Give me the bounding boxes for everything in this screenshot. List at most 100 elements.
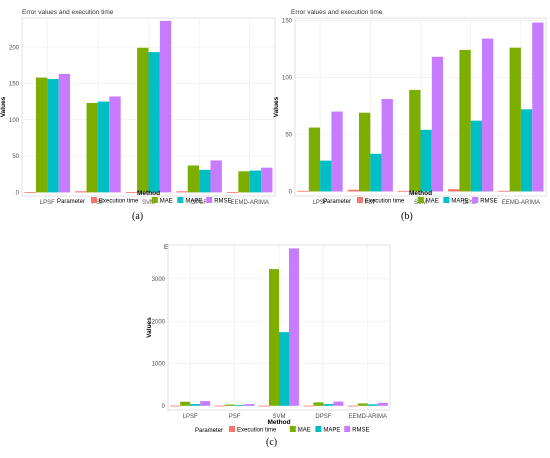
y-axis-label: Values — [273, 96, 280, 117]
y-tick-label: 150 — [282, 18, 293, 24]
bar-mae — [180, 401, 191, 406]
legend-swatch-mae — [151, 197, 158, 203]
caption-b: (b) — [401, 211, 413, 222]
bar-mae — [509, 47, 521, 192]
bar-execution-time — [297, 190, 309, 192]
y-tick-label: 50 — [285, 133, 292, 139]
legend-swatch-mae — [417, 197, 424, 203]
y-tick-label: 100 — [282, 76, 293, 82]
x-axis-label: Method — [409, 190, 432, 197]
bar-mape — [370, 153, 382, 192]
legend-label: MAE — [298, 428, 311, 434]
legend-title: Parameter — [57, 199, 85, 205]
x-tick-label: DPSF — [315, 414, 331, 420]
bar-mae — [224, 404, 235, 406]
bar-rmse — [288, 248, 299, 406]
chart-a: Error values and execution time 0 50 100 150… — [0, 9, 276, 206]
y-tick-label: 3000 — [152, 277, 166, 283]
caption-a: (a) — [132, 211, 144, 222]
y-tick-label: 150 — [9, 82, 20, 88]
bar-mape — [367, 404, 378, 406]
bar-mae — [35, 77, 48, 193]
y-axis-label: Values — [146, 317, 153, 338]
bar-execution-time — [75, 191, 87, 193]
legend-swatch-execution-time — [91, 197, 97, 203]
legend-swatch-rmse — [472, 197, 479, 203]
bar-mae — [137, 47, 149, 193]
bar-mape — [190, 404, 201, 406]
x-tick-label: LPSF — [40, 200, 55, 206]
x-tick-label: LPSF — [183, 414, 198, 420]
x-tick-label: EEMD-ARIMA — [231, 200, 269, 206]
bar-mape — [323, 404, 334, 406]
legend-label: MAPE — [451, 199, 468, 205]
legend-swatch-mape — [177, 197, 184, 203]
legend-label: RMSE — [480, 199, 497, 205]
x-tick-label: EEMD-ARIMA — [349, 414, 387, 420]
bar-execution-time — [24, 192, 36, 193]
bar-mape — [470, 120, 482, 192]
legend-title: Parameter — [195, 428, 223, 434]
caption-c: (c) — [266, 437, 278, 448]
bar-mape — [279, 332, 289, 406]
legend-label: Execution time — [99, 199, 139, 205]
bar-execution-time — [498, 190, 510, 192]
bar-mae — [409, 89, 421, 192]
bar-mape — [47, 79, 59, 193]
bar-mae — [308, 127, 321, 192]
bar-rmse — [431, 56, 444, 192]
bar-mape — [97, 101, 110, 193]
bar-rmse — [333, 401, 344, 406]
bar-mae — [187, 165, 200, 193]
bar-mape — [420, 129, 432, 192]
bar-mae — [238, 171, 250, 193]
bar-rmse — [331, 111, 343, 192]
legend-swatch-rmse — [344, 426, 351, 432]
bar-mae — [357, 403, 368, 406]
bar-mape — [249, 170, 262, 193]
bar-mae — [269, 269, 279, 406]
legend-swatch-rmse — [206, 197, 213, 203]
bar-execution-time — [214, 405, 225, 407]
bar-mape — [148, 52, 160, 193]
bar-mape — [234, 404, 245, 406]
bar-execution-time — [170, 405, 181, 407]
bar-execution-time — [347, 189, 360, 192]
bar-mape — [199, 169, 211, 193]
legend-title: Parameter — [323, 199, 351, 205]
bar-mae — [359, 112, 371, 192]
bar-rmse — [109, 96, 121, 193]
y-tick-label: 0 — [289, 190, 293, 196]
bar-execution-time — [448, 189, 460, 192]
chart-c: Error values and execution time010002000… — [146, 244, 391, 434]
y-tick-label: 100 — [9, 118, 20, 124]
legend-label: MAPE — [323, 428, 340, 434]
legend-label: Execution time — [365, 199, 405, 205]
bar-rmse — [261, 167, 273, 193]
bar-execution-time — [125, 192, 138, 193]
legend-label: RMSE — [352, 428, 369, 434]
y-tick-label: 200 — [9, 45, 20, 51]
bar-mae — [459, 49, 471, 192]
legend-label: Execution time — [237, 428, 277, 434]
legend-swatch-mape — [315, 426, 322, 432]
legend-label: MAPE — [185, 199, 202, 205]
bar-execution-time — [176, 191, 188, 193]
x-tick-label: DPSF — [191, 200, 207, 206]
bar-execution-time — [347, 405, 358, 407]
bar-rmse — [200, 401, 211, 406]
legend-label: RMSE — [214, 199, 231, 205]
bar-rmse — [377, 402, 388, 406]
legend-label: MAE — [160, 199, 173, 205]
bar-rmse — [159, 20, 172, 193]
bar-rmse — [58, 73, 71, 193]
y-tick-label: 0 — [162, 404, 166, 410]
bar-execution-time — [226, 192, 239, 193]
x-tick-label: EEMD-ARIMA — [502, 200, 540, 206]
x-tick-label: PSF — [364, 200, 376, 206]
x-tick-label: PSF — [92, 200, 104, 206]
bar-mape — [320, 160, 332, 192]
chart-title: Error values and execution time — [22, 9, 114, 16]
bar-rmse — [532, 22, 544, 192]
x-tick-label: LPSF — [313, 200, 328, 206]
